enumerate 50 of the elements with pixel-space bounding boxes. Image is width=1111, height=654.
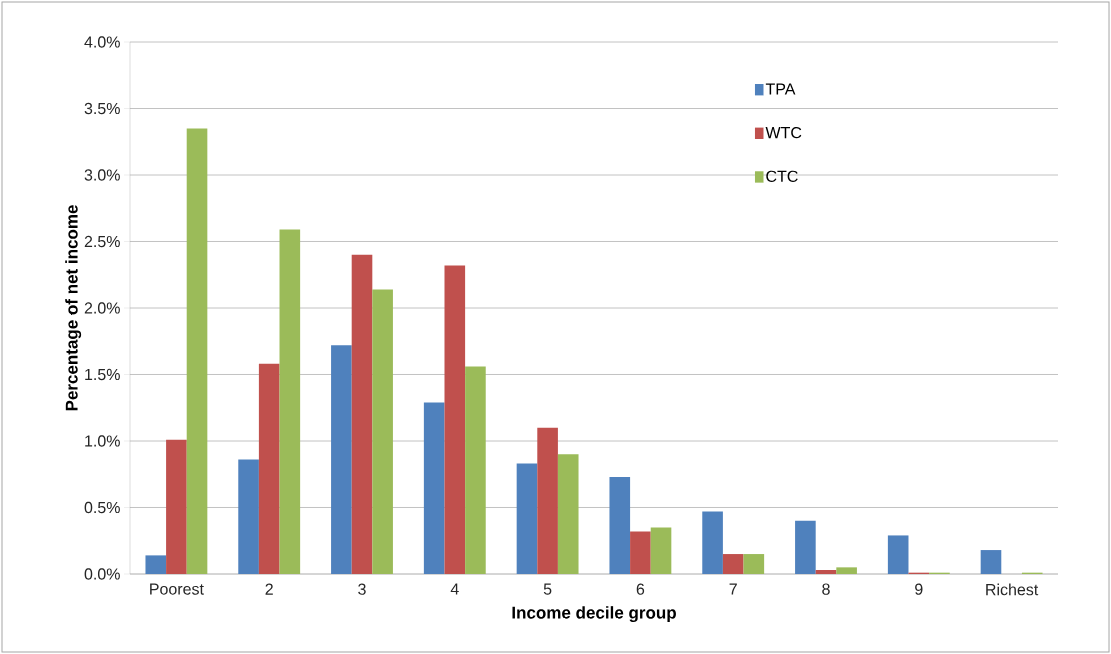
x-tick-label: 5 xyxy=(543,583,552,595)
y-tick-label: 0.5% xyxy=(84,501,120,514)
bar xyxy=(836,567,857,574)
x-tick-label: 4 xyxy=(450,583,459,595)
bar xyxy=(372,289,393,574)
bar xyxy=(887,535,909,574)
y-tick-label: 3.5% xyxy=(84,102,120,115)
bar xyxy=(609,476,631,574)
x-tick-label: 3 xyxy=(358,583,366,595)
x-tick-label: 7 xyxy=(729,583,737,595)
y-tick-label: 1.0% xyxy=(85,435,120,447)
legend-label: WTC xyxy=(765,126,802,139)
x-tick-label: 2 xyxy=(265,583,273,595)
bar xyxy=(279,229,301,574)
bar xyxy=(650,527,672,574)
x-tick-label: 8 xyxy=(822,583,830,595)
bar xyxy=(423,402,445,574)
bar xyxy=(465,366,486,574)
y-tick-label: 2.5% xyxy=(84,235,120,248)
x-tick-label: 6 xyxy=(636,583,645,595)
bar xyxy=(166,439,187,574)
bar xyxy=(351,254,373,574)
y-tick-label: 2.0% xyxy=(84,302,120,314)
legend-label: TPA xyxy=(765,83,796,95)
bar xyxy=(630,531,651,574)
bar xyxy=(702,511,723,574)
bar xyxy=(186,128,208,574)
bar xyxy=(815,570,837,574)
y-tick-label: 0.0% xyxy=(84,568,120,580)
y-axis-title: Percentage of net income xyxy=(65,205,82,411)
x-axis-title: Income decile group xyxy=(512,606,676,623)
bar xyxy=(331,345,352,574)
y-tick-label: 4.0% xyxy=(84,36,120,48)
x-tick-label: Richest xyxy=(986,583,1039,596)
bar xyxy=(795,520,816,574)
bar xyxy=(258,363,280,574)
bar xyxy=(238,459,259,574)
y-tick-label: 3.0% xyxy=(84,169,120,181)
bar xyxy=(516,463,538,574)
bar xyxy=(557,454,579,574)
bar xyxy=(743,554,765,574)
legend-label: CTC xyxy=(766,170,798,182)
bar xyxy=(444,265,466,574)
bar xyxy=(980,550,1002,574)
x-tick-label: Poorest xyxy=(150,583,204,595)
y-tick-label: 1.5% xyxy=(85,368,120,381)
bar xyxy=(537,427,558,574)
bar xyxy=(145,555,167,574)
x-tick-label: 9 xyxy=(915,583,923,595)
bar xyxy=(722,554,744,574)
